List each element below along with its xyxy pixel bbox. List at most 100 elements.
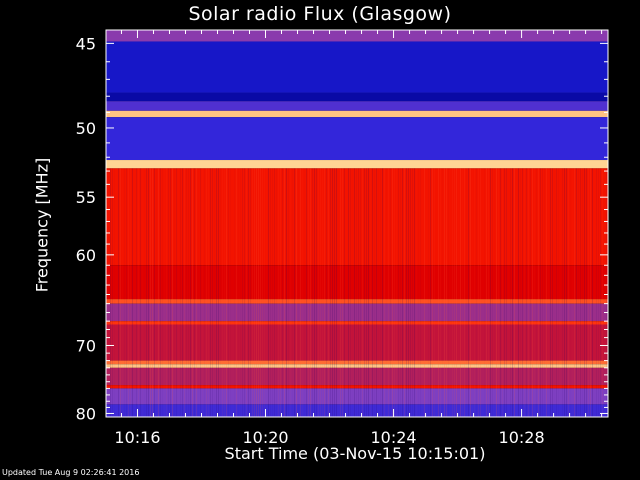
texture-line (118, 168, 119, 417)
texture-line (410, 168, 411, 417)
texture-line (272, 168, 273, 417)
texture-line (246, 168, 247, 417)
texture-line (454, 168, 455, 417)
texture-line (314, 168, 315, 417)
texture-line (194, 168, 195, 417)
texture-line (136, 168, 137, 417)
texture-line (238, 168, 239, 417)
texture-line (336, 168, 337, 417)
texture-line (534, 168, 535, 417)
texture-line (332, 168, 333, 417)
texture-line (498, 168, 499, 417)
texture-line (142, 168, 143, 417)
texture-line (584, 168, 585, 417)
texture-line (268, 168, 269, 417)
x-tick-label-0: 10:16 (114, 428, 160, 447)
texture-line (414, 168, 415, 417)
texture-line (370, 168, 371, 417)
texture-line (560, 168, 561, 417)
texture-line (236, 168, 237, 417)
texture-line (554, 168, 555, 417)
texture-line (128, 168, 129, 417)
texture-line (154, 168, 155, 417)
texture-line (130, 168, 131, 417)
texture-line (550, 168, 551, 417)
texture-line (198, 168, 199, 417)
texture-line (204, 168, 205, 417)
texture-line (444, 168, 445, 417)
texture-line (384, 168, 385, 417)
texture-line (372, 168, 373, 417)
texture-line (482, 168, 483, 417)
texture-line (590, 168, 591, 417)
texture-line (544, 168, 545, 417)
texture-line (522, 168, 523, 417)
texture-line (408, 168, 409, 417)
texture-line (592, 168, 593, 417)
texture-line (496, 168, 497, 417)
texture-line (518, 168, 519, 417)
texture-line (574, 168, 575, 417)
texture-line (110, 168, 111, 417)
texture-line (350, 168, 351, 417)
texture-line (262, 168, 263, 417)
texture-line (506, 168, 507, 417)
texture-line (230, 168, 231, 417)
texture-line (312, 168, 313, 417)
texture-line (344, 168, 345, 417)
texture-line (456, 168, 457, 417)
texture-line (510, 168, 511, 417)
texture-line (152, 168, 153, 417)
texture-line (156, 168, 157, 417)
texture-line (514, 168, 515, 417)
texture-line (310, 168, 311, 417)
updated-timestamp: Updated Tue Aug 9 02:26:41 2016 (2, 468, 140, 477)
texture-line (388, 168, 389, 417)
plot-border (105, 29, 609, 418)
texture-line (494, 168, 495, 417)
texture-line (294, 168, 295, 417)
texture-line (568, 168, 569, 417)
texture-line (440, 168, 441, 417)
band-2 (106, 92, 608, 102)
texture-line (144, 168, 145, 417)
texture-line (382, 168, 383, 417)
y-tick-label-55: 55 (76, 188, 96, 207)
texture-line (596, 168, 597, 417)
texture-line (450, 168, 451, 417)
texture-line (148, 168, 149, 417)
texture-line (342, 168, 343, 417)
texture-line (580, 168, 581, 417)
texture-line (270, 168, 271, 417)
texture-line (348, 168, 349, 417)
texture-line (418, 168, 419, 417)
texture-line (162, 168, 163, 417)
texture-line (208, 168, 209, 417)
texture-line (224, 168, 225, 417)
texture-line (488, 168, 489, 417)
texture-line (532, 168, 533, 417)
texture-line (200, 168, 201, 417)
texture-line (556, 168, 557, 417)
texture-line (318, 168, 319, 417)
texture-line (394, 168, 395, 417)
texture-line (138, 168, 139, 417)
texture-line (320, 168, 321, 417)
texture-line (112, 168, 113, 417)
texture-line (548, 168, 549, 417)
texture-line (422, 168, 423, 417)
texture-line (502, 168, 503, 417)
texture-line (322, 168, 323, 417)
band-16 (106, 385, 608, 389)
texture-line (570, 168, 571, 417)
texture-line (538, 168, 539, 417)
texture-line (352, 168, 353, 417)
texture-line (390, 168, 391, 417)
texture-line (292, 168, 293, 417)
band-12 (106, 324, 608, 361)
texture-line (376, 168, 377, 417)
band-7 (106, 168, 608, 266)
texture-line (428, 168, 429, 417)
texture-line (264, 168, 265, 417)
texture-line (184, 168, 185, 417)
